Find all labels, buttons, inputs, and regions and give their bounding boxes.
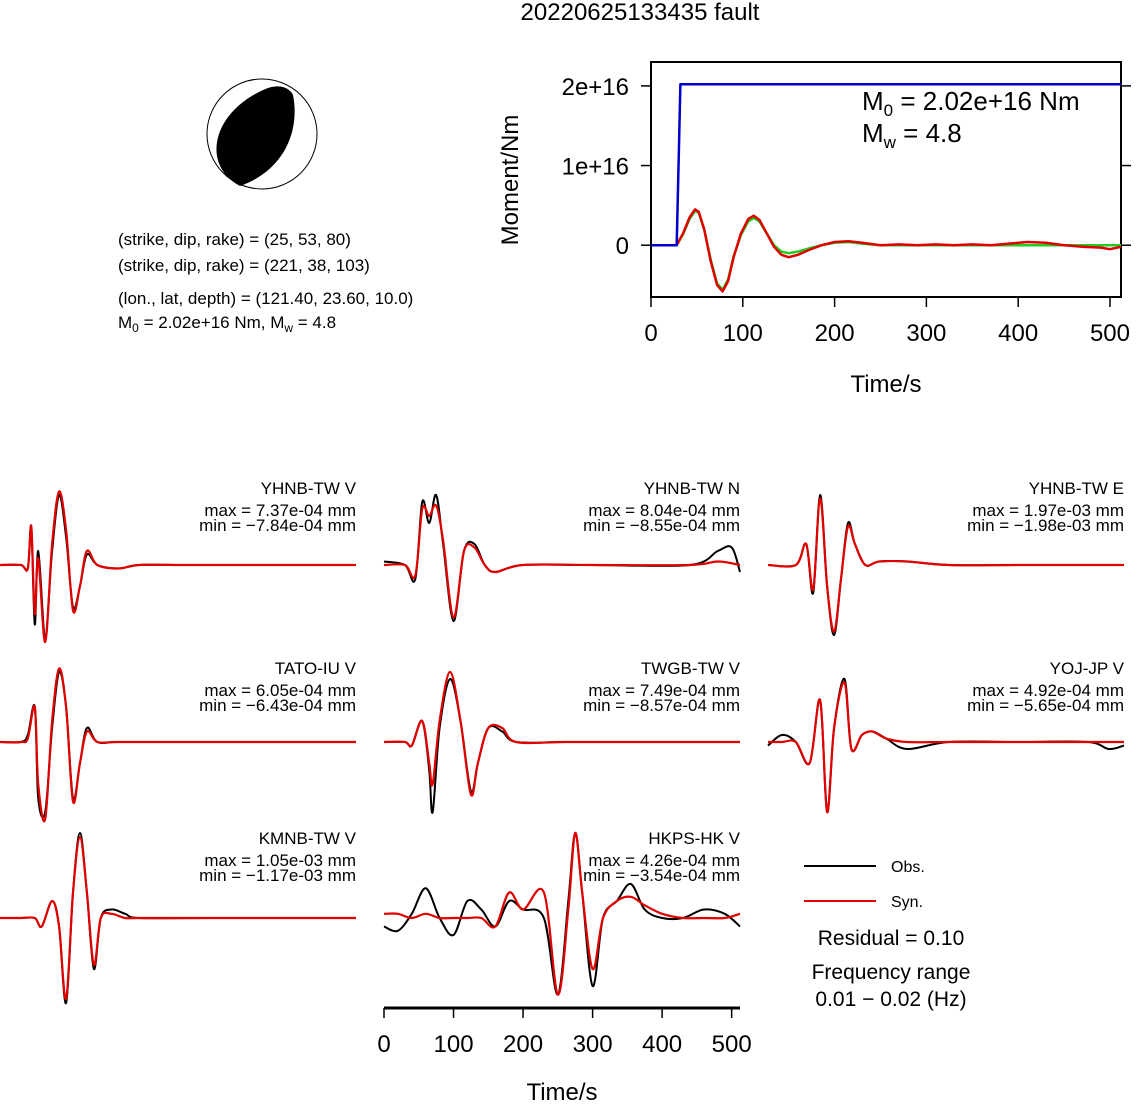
station-max: max = 1.05e-03 mm: [204, 851, 356, 870]
moment-ytick-label: 1e+16: [562, 154, 629, 181]
moment-series-moment: [651, 83, 1121, 247]
focal-mechanism-beachball: [206, 78, 318, 190]
synthetic-trace: [383, 831, 741, 996]
station-min: min = −6.43e-04 mm: [199, 696, 356, 715]
station-name: KMNB-TW V: [259, 829, 357, 848]
lon-lat-depth: (lon., lat, depth) = (121.40, 23.60, 10.…: [118, 289, 413, 308]
moment-series: [651, 83, 1122, 293]
station-max: max = 6.05e-04 mm: [204, 681, 356, 700]
moment-plot-frame: [650, 61, 1122, 298]
station-min: min = −7.84e-04 mm: [199, 516, 356, 535]
synthetic-trace: [0, 836, 356, 1000]
moment-xtick-label: 0: [644, 320, 657, 347]
station-name: YHNB-TW E: [1029, 479, 1124, 498]
station-min: min = −1.17e-03 mm: [199, 866, 356, 885]
waveform-xtick-label: 100: [434, 1031, 474, 1058]
station-name: YHNB-TW N: [644, 479, 740, 498]
station-max: max = 7.37e-04 mm: [204, 501, 356, 520]
moment-xtick-label: 300: [906, 320, 946, 347]
legend-obs-label: Obs.: [891, 859, 925, 876]
waveform-xtick-label: 500: [712, 1031, 752, 1058]
moment-magnitude-summary: M0 = 2.02e+16 Nm, Mw = 4.8: [118, 313, 336, 335]
station-min: min = −8.55e-04 mm: [583, 516, 740, 535]
strike-dip-rake-2: (strike, dip, rake) = (221, 38, 103): [118, 256, 370, 275]
frequency-range-value: 0.01 − 0.02 (Hz): [815, 988, 966, 1011]
legend: Obs. Syn. Residual = 0.10 Frequency rang…: [804, 859, 970, 1011]
legend-syn-label: Syn.: [891, 894, 923, 911]
moment-ytick-label: 2e+16: [562, 74, 629, 101]
waveform-time-axis: Time/s 0 100 200 300 400 500: [377, 1006, 752, 1104]
moment-panel: 0 100 200 300 400 500 0 1e+16 2e+16 Moment/Nm Ti…: [497, 61, 1131, 398]
station-min: min = −3.54e-04 mm: [583, 866, 740, 885]
moment-xtick-label: 200: [815, 320, 855, 347]
station-max: max = 4.26e-04 mm: [588, 851, 740, 870]
moment-xlabel: Time/s: [850, 371, 921, 398]
synthetic-trace: [383, 670, 740, 797]
synthetic-trace: [0, 490, 356, 644]
synthetic-trace: [767, 497, 1124, 633]
frequency-range-title: Frequency range: [812, 961, 971, 984]
station-min: min = −8.57e-04 mm: [583, 696, 740, 715]
moment-xtick-label: 500: [1090, 320, 1130, 347]
residual-label: Residual = 0.10: [818, 927, 965, 950]
station-max: max = 1.97e-03 mm: [972, 501, 1124, 520]
synthetic-trace: [383, 503, 741, 619]
moment-xtick-label: 400: [998, 320, 1038, 347]
station-min: min = −5.65e-04 mm: [967, 696, 1124, 715]
station-max: max = 7.49e-04 mm: [588, 681, 740, 700]
waveform-xtick-label: 0: [377, 1031, 390, 1058]
station-max: max = 4.92e-04 mm: [972, 681, 1124, 700]
station-max: max = 8.04e-04 mm: [588, 501, 740, 520]
synthetic-trace: [767, 681, 1124, 814]
strike-dip-rake-1: (strike, dip, rake) = (25, 53, 80): [118, 230, 351, 249]
moment-mw-annotation: Mw = 4.8: [862, 118, 962, 152]
synthetic-trace: [0, 667, 356, 823]
waveform-xtick-label: 300: [573, 1031, 613, 1058]
waveform-xtick-label: 200: [503, 1031, 543, 1058]
station-name: TATO-IU V: [275, 659, 357, 678]
moment-series-rate_green: [651, 209, 1121, 292]
station-name: TWGB-TW V: [641, 659, 741, 678]
figure-title: 20220625133435 fault: [521, 0, 760, 26]
beachball-compressional-quadrant: [216, 86, 295, 186]
source-parameters: (strike, dip, rake) = (25, 53, 80) (stri…: [118, 230, 413, 335]
moment-axis-ticks: 0 100 200 300 400 500 0 1e+16 2e+16: [562, 74, 1131, 347]
waveform-xtick-label: 400: [642, 1031, 682, 1058]
moment-ylabel: Moment/Nm: [497, 115, 524, 246]
station-name: HKPS-HK V: [648, 829, 740, 848]
station-name: YHNB-TW V: [261, 479, 357, 498]
station-name: YOJ-JP V: [1050, 659, 1125, 678]
moment-xtick-label: 100: [723, 320, 763, 347]
moment-series-rate_red: [651, 208, 1122, 293]
moment-ytick-label: 0: [616, 233, 629, 260]
station-min: min = −1.98e-03 mm: [967, 516, 1124, 535]
moment-m0-annotation: M0 = 2.02e+16 Nm: [862, 86, 1080, 120]
waveform-xlabel: Time/s: [526, 1079, 597, 1104]
